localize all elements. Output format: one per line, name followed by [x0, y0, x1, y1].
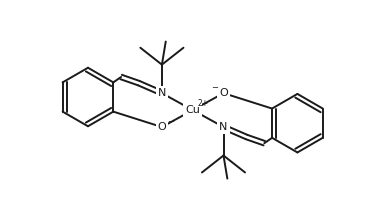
Text: O: O: [158, 122, 166, 132]
Text: N: N: [219, 122, 228, 132]
Text: N: N: [158, 88, 166, 98]
Text: O: O: [219, 88, 228, 98]
Text: −: −: [212, 83, 218, 92]
Text: 2+: 2+: [198, 99, 209, 108]
Text: −: −: [167, 117, 174, 126]
Text: Cu: Cu: [185, 105, 200, 115]
